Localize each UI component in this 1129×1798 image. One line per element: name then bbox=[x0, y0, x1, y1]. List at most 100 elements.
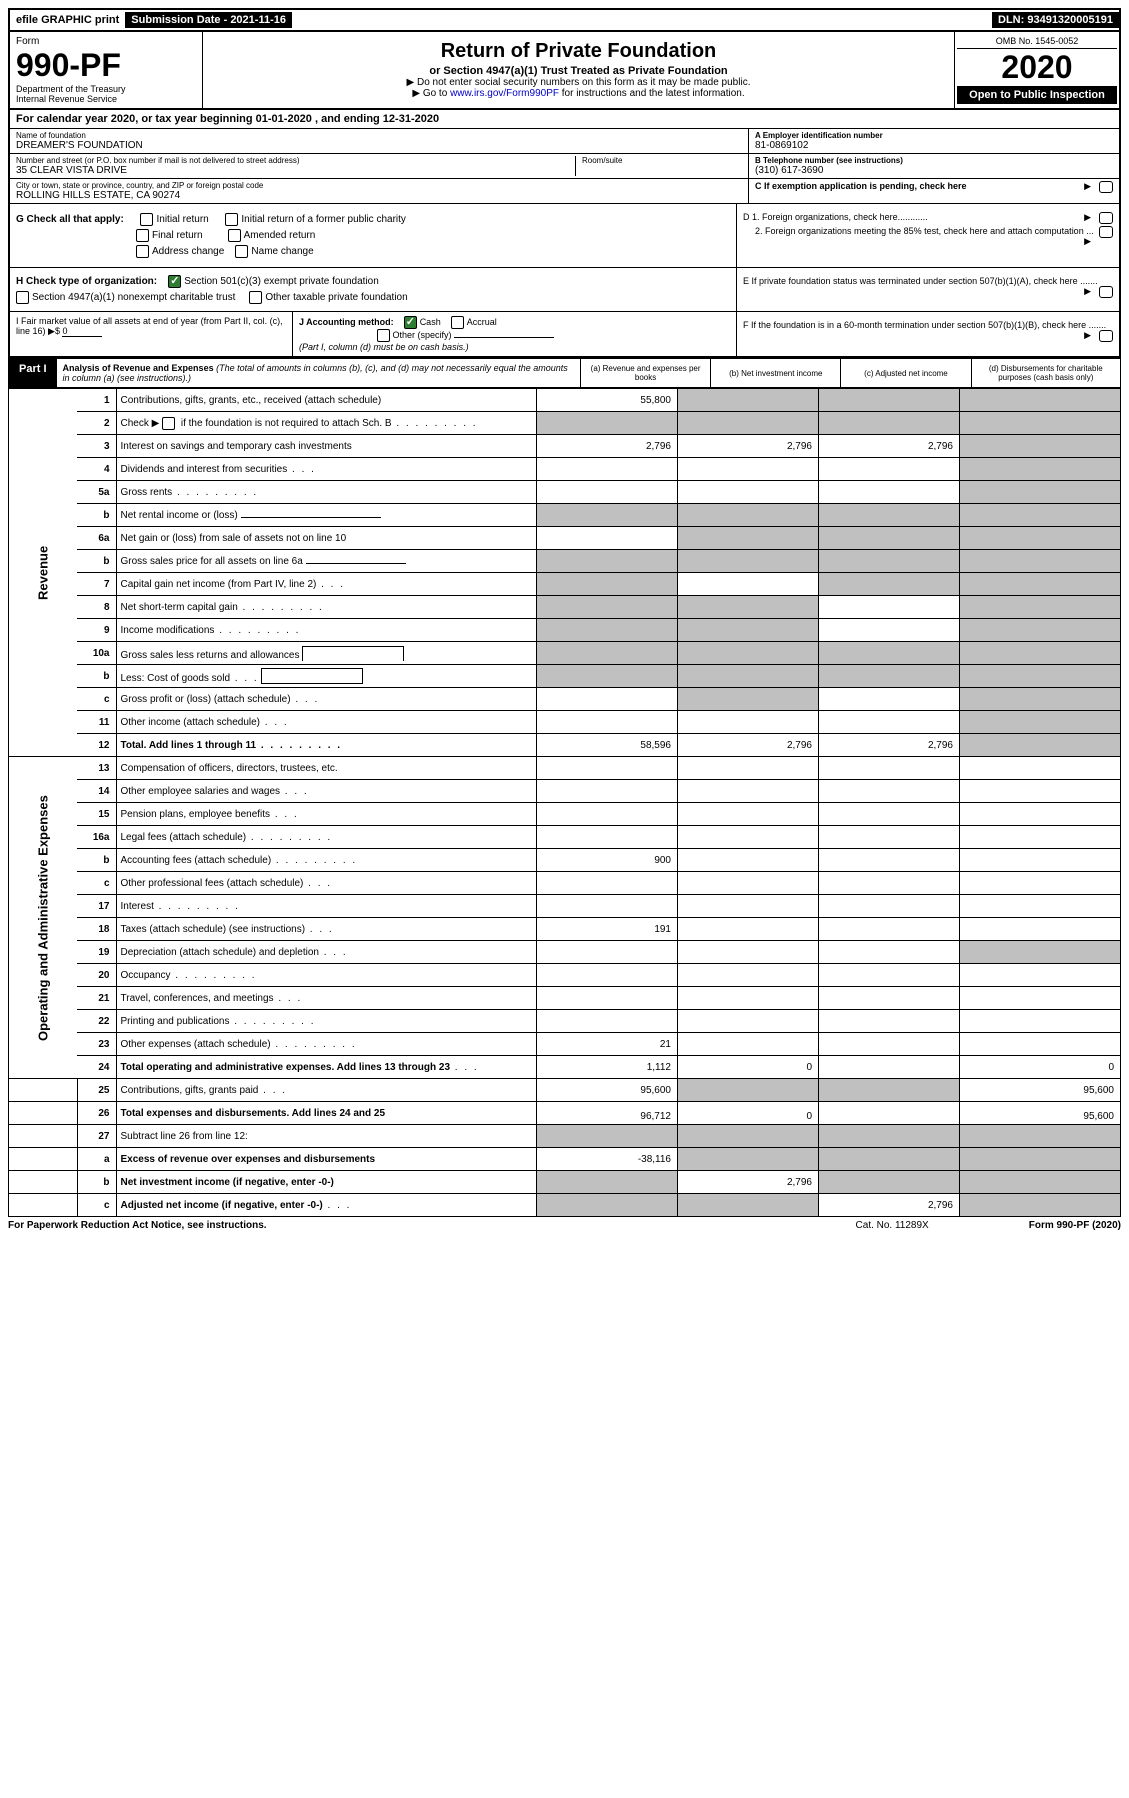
tel-cell: B Telephone number (see instructions) (3… bbox=[749, 154, 1119, 179]
item-h: H Check type of organization: Section 50… bbox=[10, 268, 736, 311]
item-d: D 1. Foreign organizations, check here..… bbox=[736, 204, 1119, 267]
header-center: Return of Private Foundation or Section … bbox=[203, 32, 954, 108]
checkbox-d1[interactable] bbox=[1099, 212, 1113, 224]
dln: DLN: 93491320005191 bbox=[992, 12, 1119, 28]
table-row: bNet investment income (if negative, ent… bbox=[9, 1171, 1121, 1194]
table-row: aExcess of revenue over expenses and dis… bbox=[9, 1148, 1121, 1171]
item-i: I Fair market value of all assets at end… bbox=[10, 312, 293, 356]
item-c: C If exemption application is pending, c… bbox=[749, 179, 1119, 193]
omb-number: OMB No. 1545-0052 bbox=[957, 34, 1117, 49]
item-f: F If the foundation is in a 60-month ter… bbox=[736, 312, 1119, 356]
cb-address-change[interactable] bbox=[136, 245, 149, 258]
h-e-row: H Check type of organization: Section 50… bbox=[8, 268, 1121, 312]
cb-name-change[interactable] bbox=[235, 245, 248, 258]
open-inspection: Open to Public Inspection bbox=[957, 86, 1117, 104]
paperwork-notice: For Paperwork Reduction Act Notice, see … bbox=[8, 1220, 267, 1231]
foundation-name-cell: Name of foundation DREAMER'S FOUNDATION bbox=[10, 129, 748, 154]
page-footer: For Paperwork Reduction Act Notice, see … bbox=[8, 1217, 1121, 1234]
city-cell: City or town, state or province, country… bbox=[10, 179, 748, 203]
revenue-side-label: Revenue bbox=[9, 389, 78, 757]
table-row: 19Depreciation (attach schedule) and dep… bbox=[9, 941, 1121, 964]
table-row: 9Income modifications bbox=[9, 619, 1121, 642]
table-row: 20Occupancy bbox=[9, 964, 1121, 987]
table-row: 14Other employee salaries and wages bbox=[9, 780, 1121, 803]
table-row: 16aLegal fees (attach schedule) bbox=[9, 826, 1121, 849]
form-header: Form 990-PF Department of the TreasuryIn… bbox=[8, 32, 1121, 110]
ein-cell: A Employer identification number 81-0869… bbox=[749, 129, 1119, 154]
table-row: cAdjusted net income (if negative, enter… bbox=[9, 1194, 1121, 1217]
table-row: 2 Check ▶ if the foundation is not requi… bbox=[9, 412, 1121, 435]
info-block-1: Name of foundation DREAMER'S FOUNDATION … bbox=[8, 129, 1121, 204]
part1-table: Revenue 1Contributions, gifts, grants, e… bbox=[8, 388, 1121, 1217]
cb-other-taxable[interactable] bbox=[249, 291, 262, 304]
part1-header: Part I Analysis of Revenue and Expenses … bbox=[8, 357, 1121, 388]
table-row: 3Interest on savings and temporary cash … bbox=[9, 435, 1121, 458]
table-row: Operating and Administrative Expenses 13… bbox=[9, 757, 1121, 780]
cb-4947[interactable] bbox=[16, 291, 29, 304]
checkbox-e[interactable] bbox=[1099, 286, 1113, 298]
col-c-header: (c) Adjusted net income bbox=[840, 359, 970, 387]
form-subtitle: or Section 4947(a)(1) Trust Treated as P… bbox=[209, 65, 948, 77]
table-row: Revenue 1Contributions, gifts, grants, e… bbox=[9, 389, 1121, 412]
table-row: 21Travel, conferences, and meetings bbox=[9, 987, 1121, 1010]
note-link: ▶ Go to www.irs.gov/Form990PF for instru… bbox=[209, 88, 948, 99]
table-row: 6aNet gain or (loss) from sale of assets… bbox=[9, 527, 1121, 550]
cb-accrual[interactable] bbox=[451, 316, 464, 329]
table-row: 11Other income (attach schedule) bbox=[9, 711, 1121, 734]
col-a-header: (a) Revenue and expenses per books bbox=[580, 359, 710, 387]
table-row: 5aGross rents bbox=[9, 481, 1121, 504]
address-cell: Number and street (or P.O. box number if… bbox=[10, 154, 748, 179]
form-title: Return of Private Foundation bbox=[209, 40, 948, 63]
cat-number: Cat. No. 11289X bbox=[856, 1220, 929, 1231]
checkbox-f[interactable] bbox=[1099, 330, 1113, 342]
header-right: OMB No. 1545-0052 2020 Open to Public In… bbox=[954, 32, 1119, 108]
table-row: 8Net short-term capital gain bbox=[9, 596, 1121, 619]
item-e: E If private foundation status was termi… bbox=[736, 268, 1119, 311]
table-row: 10aGross sales less returns and allowanc… bbox=[9, 642, 1121, 665]
submission-date: Submission Date - 2021-11-16 bbox=[125, 12, 292, 28]
cb-initial-former[interactable] bbox=[225, 213, 238, 226]
tax-year: 2020 bbox=[957, 49, 1117, 86]
cb-sch-b[interactable] bbox=[162, 417, 175, 430]
table-row: 22Printing and publications bbox=[9, 1010, 1121, 1033]
table-row: 26Total expenses and disbursements. Add … bbox=[9, 1102, 1121, 1125]
cb-cash[interactable] bbox=[404, 316, 417, 329]
table-row: 4Dividends and interest from securities bbox=[9, 458, 1121, 481]
checkbox-c[interactable] bbox=[1099, 181, 1113, 193]
table-row: bGross sales price for all assets on lin… bbox=[9, 550, 1121, 573]
table-row: cGross profit or (loss) (attach schedule… bbox=[9, 688, 1121, 711]
checkbox-d2[interactable] bbox=[1099, 226, 1113, 238]
table-row: 24Total operating and administrative exp… bbox=[9, 1056, 1121, 1079]
table-row: cOther professional fees (attach schedul… bbox=[9, 872, 1121, 895]
form-footer-label: Form 990-PF (2020) bbox=[1029, 1220, 1121, 1231]
calendar-year-row: For calendar year 2020, or tax year begi… bbox=[8, 110, 1121, 129]
table-row: bNet rental income or (loss) bbox=[9, 504, 1121, 527]
table-row: 17Interest bbox=[9, 895, 1121, 918]
table-row: 27Subtract line 26 from line 12: bbox=[9, 1125, 1121, 1148]
table-row: 15Pension plans, employee benefits bbox=[9, 803, 1121, 826]
ijf-row: I Fair market value of all assets at end… bbox=[8, 312, 1121, 357]
note-ssn: ▶ Do not enter social security numbers o… bbox=[209, 77, 948, 88]
expenses-side-label: Operating and Administrative Expenses bbox=[9, 757, 78, 1079]
cb-other-method[interactable] bbox=[377, 329, 390, 342]
item-g: G Check all that apply: Initial return I… bbox=[10, 204, 736, 267]
cb-amended-return[interactable] bbox=[228, 229, 241, 242]
table-row: 18Taxes (attach schedule) (see instructi… bbox=[9, 918, 1121, 941]
cb-initial-return[interactable] bbox=[140, 213, 153, 226]
col-d-header: (d) Disbursements for charitable purpose… bbox=[971, 359, 1120, 387]
table-row: 12Total. Add lines 1 through 11 58,5962,… bbox=[9, 734, 1121, 757]
irs-link[interactable]: www.irs.gov/Form990PF bbox=[450, 88, 559, 99]
part1-tab: Part I bbox=[9, 359, 57, 387]
part1-desc: Analysis of Revenue and Expenses (The to… bbox=[57, 359, 580, 387]
form-number: 990-PF bbox=[16, 47, 196, 84]
efile-top-bar: efile GRAPHIC print Submission Date - 20… bbox=[8, 8, 1121, 32]
table-row: bLess: Cost of goods sold bbox=[9, 665, 1121, 688]
efile-label: efile GRAPHIC print bbox=[10, 12, 125, 28]
table-row: bAccounting fees (attach schedule) 900 bbox=[9, 849, 1121, 872]
table-row: 25Contributions, gifts, grants paid 95,6… bbox=[9, 1079, 1121, 1102]
table-row: 23Other expenses (attach schedule) 21 bbox=[9, 1033, 1121, 1056]
checks-area: G Check all that apply: Initial return I… bbox=[8, 204, 1121, 268]
cb-501c3[interactable] bbox=[168, 275, 181, 288]
form-label: Form bbox=[16, 36, 196, 47]
cb-final-return[interactable] bbox=[136, 229, 149, 242]
